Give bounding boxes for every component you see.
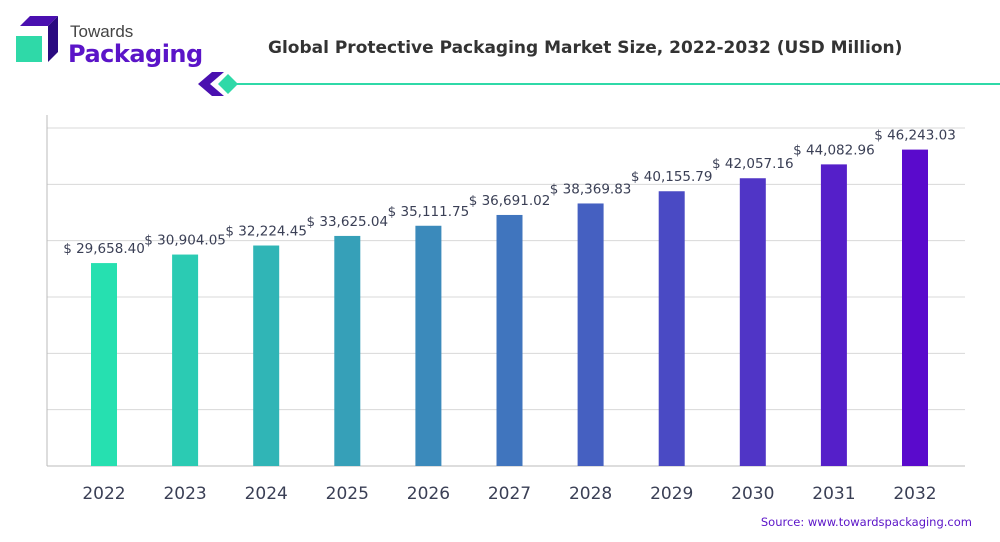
data-label: $ 30,904.05 bbox=[144, 233, 226, 249]
x-tick-label: 2027 bbox=[488, 484, 531, 504]
bar-2023 bbox=[172, 254, 199, 466]
bar-2022 bbox=[91, 263, 117, 466]
bar-2025 bbox=[334, 235, 361, 466]
x-tick-label: 2026 bbox=[407, 484, 450, 504]
x-tick-label: 2023 bbox=[163, 484, 206, 504]
x-tick-label: 2024 bbox=[245, 484, 288, 504]
bar-2031 bbox=[820, 164, 847, 466]
bar-2024 bbox=[253, 245, 280, 466]
data-label: $ 38,369.83 bbox=[550, 181, 632, 197]
bar-2026 bbox=[415, 225, 442, 466]
data-label: $ 35,111.75 bbox=[388, 204, 470, 220]
data-label: $ 42,057.16 bbox=[712, 156, 794, 172]
data-label: $ 46,243.03 bbox=[874, 128, 956, 144]
bar-2029 bbox=[658, 191, 685, 466]
logo-text-packaging: Packaging bbox=[68, 40, 203, 68]
data-label: $ 29,658.40 bbox=[63, 241, 145, 257]
x-tick-label: 2028 bbox=[569, 484, 612, 504]
x-tick-label: 2022 bbox=[82, 484, 125, 504]
bar-2027 bbox=[496, 214, 523, 466]
x-tick-label: 2031 bbox=[812, 484, 855, 504]
x-tick-label: 2029 bbox=[650, 484, 693, 504]
x-tick-label: 2025 bbox=[326, 484, 369, 504]
data-label: $ 40,155.79 bbox=[631, 169, 713, 185]
bar-2028 bbox=[577, 203, 604, 466]
source-text: Source: www.towardspackaging.com bbox=[760, 515, 972, 529]
data-label: $ 44,082.96 bbox=[793, 142, 875, 158]
chart-title: Global Protective Packaging Market Size,… bbox=[268, 38, 903, 58]
data-label: $ 33,625.04 bbox=[307, 214, 389, 230]
data-label: $ 32,224.45 bbox=[225, 224, 307, 240]
x-tick-label: 2030 bbox=[731, 484, 774, 504]
bar-2032 bbox=[902, 149, 928, 466]
x-tick-label: 2032 bbox=[893, 484, 936, 504]
logo-text-towards: Towards bbox=[70, 22, 134, 41]
bar-2030 bbox=[739, 178, 766, 466]
data-label: $ 36,691.02 bbox=[469, 193, 551, 209]
logo-icon bbox=[16, 16, 58, 62]
